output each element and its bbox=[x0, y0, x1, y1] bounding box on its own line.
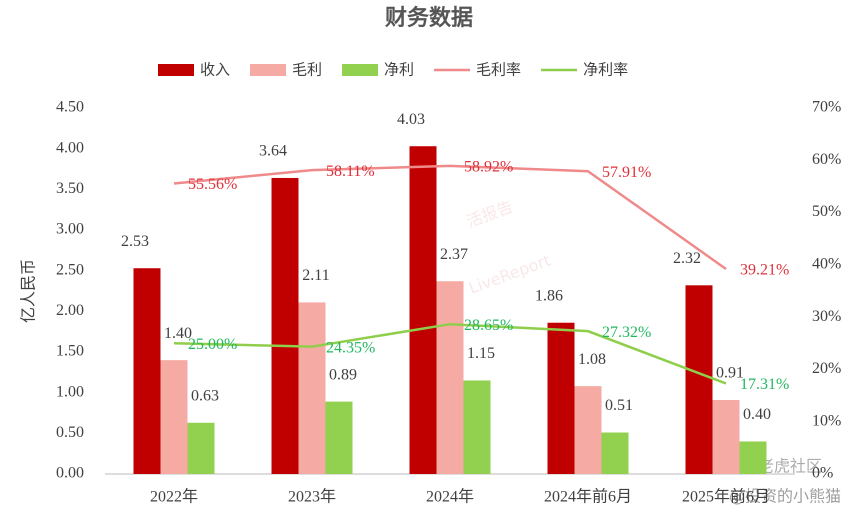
data-label: 2.37 bbox=[440, 246, 468, 263]
y2-tick-label: 0% bbox=[812, 465, 833, 482]
data-label: 28.65% bbox=[464, 317, 513, 334]
chart-title: 财务数据 bbox=[385, 5, 473, 30]
y-tick-label: 0.50 bbox=[56, 424, 84, 441]
bar bbox=[601, 432, 629, 474]
data-label: 1.86 bbox=[535, 287, 563, 304]
y-tick-label: 3.50 bbox=[56, 180, 84, 197]
x-tick-label: 2025年前6月 bbox=[682, 488, 770, 506]
data-label: 1.08 bbox=[578, 351, 606, 368]
bar bbox=[712, 399, 740, 474]
bar bbox=[547, 322, 575, 474]
y-tick-label: 3.00 bbox=[56, 221, 84, 238]
bar bbox=[325, 401, 353, 474]
bar bbox=[187, 422, 215, 474]
bar bbox=[739, 441, 767, 474]
data-label: 0.89 bbox=[329, 366, 357, 383]
watermark: @投资的小熊猫 bbox=[729, 487, 841, 506]
data-label: 24.35% bbox=[326, 339, 375, 356]
watermark: 老虎社区 bbox=[758, 457, 822, 476]
data-label: 1.15 bbox=[467, 345, 495, 362]
legend-label: 毛利 bbox=[292, 61, 322, 79]
legend-swatch bbox=[250, 64, 287, 76]
bar bbox=[271, 177, 299, 475]
data-label: 0.51 bbox=[605, 397, 633, 414]
y2-tick-label: 50% bbox=[812, 203, 841, 220]
watermark: 活报告 bbox=[464, 197, 516, 231]
data-label: 2.11 bbox=[302, 267, 329, 284]
y-tick-label: 4.00 bbox=[56, 139, 84, 156]
bar bbox=[298, 302, 326, 474]
bar bbox=[463, 380, 491, 474]
y-tick-label: 0.00 bbox=[56, 465, 84, 482]
legend-label: 毛利率 bbox=[476, 61, 521, 79]
x-tick-label: 2024年前6月 bbox=[544, 488, 632, 506]
data-label: 25.00% bbox=[188, 336, 237, 353]
x-tick-label: 2024年 bbox=[426, 488, 474, 506]
legend-label: 净利率 bbox=[583, 61, 628, 79]
data-label: 17.31% bbox=[740, 376, 789, 393]
y-tick-label: 4.50 bbox=[56, 99, 84, 116]
data-label: 4.03 bbox=[397, 111, 425, 128]
y-tick-label: 2.50 bbox=[56, 261, 84, 278]
y2-tick-label: 30% bbox=[812, 308, 841, 325]
x-tick-label: 2022年 bbox=[150, 488, 198, 506]
data-label: 0.91 bbox=[716, 365, 744, 382]
bar bbox=[133, 268, 161, 474]
legend-label: 净利 bbox=[384, 61, 414, 79]
bar bbox=[409, 146, 437, 474]
legend-label: 收入 bbox=[200, 61, 230, 79]
data-label: 58.11% bbox=[326, 163, 375, 180]
y-tick-label: 1.50 bbox=[56, 343, 84, 360]
y2-tick-label: 20% bbox=[812, 360, 841, 377]
data-label: 1.40 bbox=[164, 325, 192, 342]
data-label: 39.21% bbox=[740, 262, 789, 279]
data-label: 2.53 bbox=[121, 233, 149, 250]
data-label: 3.64 bbox=[259, 143, 287, 160]
legend-swatch bbox=[342, 64, 379, 76]
y2-tick-label: 40% bbox=[812, 256, 841, 273]
bar bbox=[160, 360, 188, 474]
data-label: 58.92% bbox=[464, 159, 513, 176]
line bbox=[173, 164, 727, 271]
y2-tick-label: 60% bbox=[812, 151, 841, 168]
y2-tick-label: 10% bbox=[812, 412, 841, 429]
data-label: 55.56% bbox=[188, 176, 237, 193]
data-label: 27.32% bbox=[602, 324, 651, 341]
y-tick-label: 2.00 bbox=[56, 302, 84, 319]
data-label: 57.91% bbox=[602, 164, 651, 181]
data-label: 2.32 bbox=[673, 250, 701, 267]
bar bbox=[436, 281, 464, 474]
data-label: 0.40 bbox=[743, 406, 771, 423]
legend-swatch bbox=[158, 64, 194, 76]
data-label: 0.63 bbox=[191, 387, 219, 404]
bar bbox=[574, 386, 602, 474]
x-tick-label: 2023年 bbox=[288, 488, 336, 506]
bar bbox=[685, 285, 713, 474]
line bbox=[173, 322, 727, 385]
y2-tick-label: 70% bbox=[812, 99, 841, 116]
y-axis-label: 亿人民币 bbox=[20, 259, 38, 323]
y-tick-label: 1.00 bbox=[56, 383, 84, 400]
